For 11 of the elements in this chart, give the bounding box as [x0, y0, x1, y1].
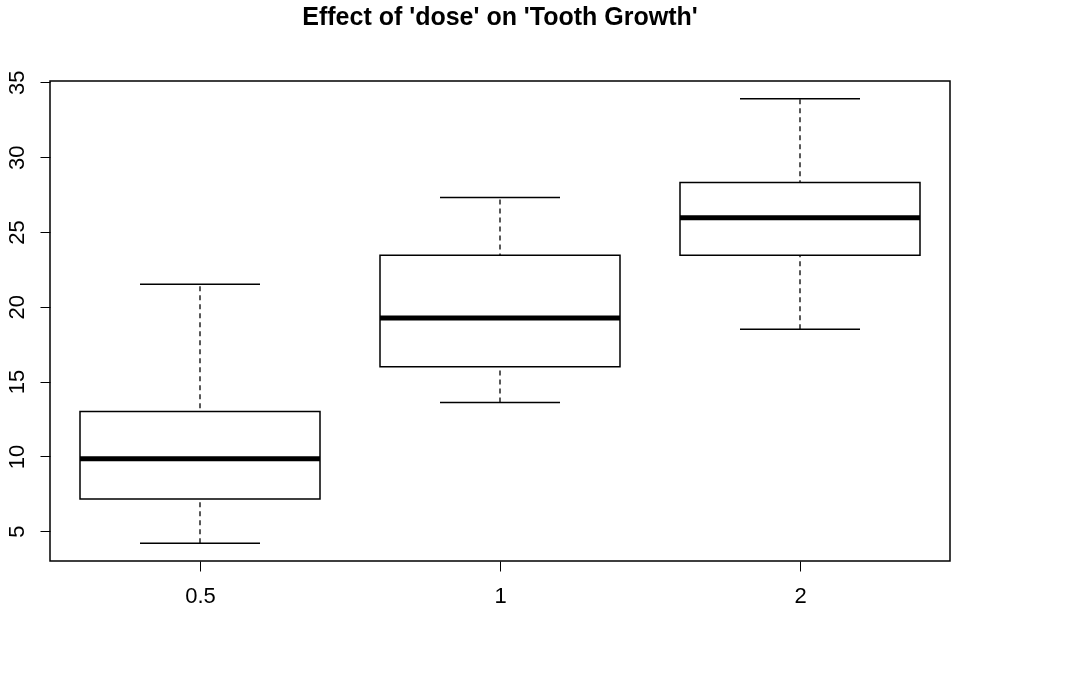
x-tick-label: 1 [494, 582, 507, 608]
y-tick-label: 20 [3, 295, 29, 320]
x-tick-label: 2 [794, 582, 807, 608]
y-tick-label: 25 [3, 220, 29, 245]
chart-title: Effect of 'dose' on 'Tooth Growth' [302, 2, 698, 31]
y-tick-label: 30 [3, 145, 29, 170]
y-tick-label: 10 [3, 444, 29, 470]
y-tick-label: 35 [3, 70, 29, 96]
y-tick-label: 5 [3, 525, 29, 538]
y-tick-label: 15 [3, 369, 29, 395]
x-tick-label: 0.5 [185, 582, 216, 608]
